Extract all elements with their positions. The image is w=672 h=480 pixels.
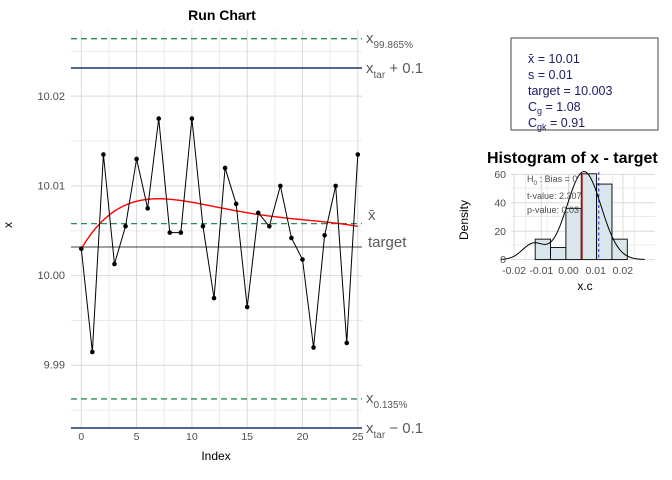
svg-text:0.02: 0.02 [613,265,634,277]
svg-text:Run Chart: Run Chart [188,7,256,23]
svg-text:target: target [368,234,407,251]
svg-text:10.01: 10.01 [37,181,65,193]
svg-text:9.99: 9.99 [44,360,65,372]
svg-text:p-value: 0.03: p-value: 0.03 [527,205,579,215]
svg-text:-0.01: -0.01 [529,265,553,277]
svg-text:x: x [1,222,15,228]
svg-text:20: 20 [494,226,506,238]
svg-text:t-value: 2.307: t-value: 2.307 [527,191,582,201]
svg-text:Cg = 1.08: Cg = 1.08 [528,100,581,116]
svg-text:5: 5 [134,431,140,443]
svg-text:20: 20 [297,431,309,443]
svg-text:Index: Index [201,449,230,463]
svg-text:40: 40 [494,198,506,210]
svg-text:x̄ = 10.01: x̄ = 10.01 [528,52,580,66]
svg-text:60: 60 [494,169,506,181]
svg-text:Cgk = 0.91: Cgk = 0.91 [528,116,585,132]
svg-text:10: 10 [186,431,198,443]
svg-text:0.01: 0.01 [585,265,606,277]
svg-text:10.00: 10.00 [37,270,65,282]
svg-text:x.c: x.c [577,279,592,293]
svg-text:Density: Density [457,200,471,240]
svg-text:-0.02: -0.02 [502,265,526,277]
svg-text:15: 15 [241,431,253,443]
svg-text:0.00: 0.00 [558,265,579,277]
svg-text:s = 0.01: s = 0.01 [528,68,573,82]
svg-text:0: 0 [78,431,84,443]
svg-text:target = 10.003: target = 10.003 [528,84,612,98]
svg-text:Histogram of x - target: Histogram of x - target [487,150,658,167]
svg-text:25: 25 [352,431,364,443]
svg-text:10.02: 10.02 [37,91,65,103]
svg-text:x̄: x̄ [368,207,376,224]
